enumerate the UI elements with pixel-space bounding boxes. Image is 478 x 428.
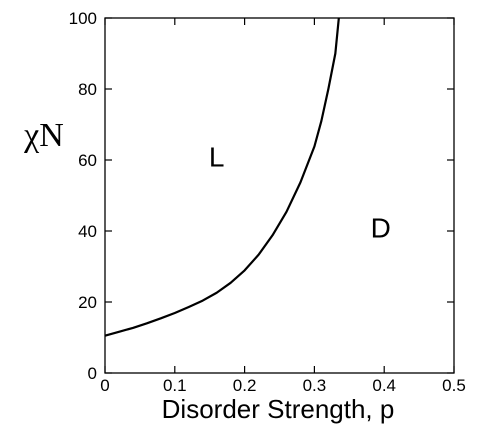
x-tick-label: 0.2 xyxy=(233,376,257,395)
y-tick-label: 40 xyxy=(78,222,97,241)
x-tick-label: 0.5 xyxy=(442,376,466,395)
annotations: LD xyxy=(209,141,391,243)
y-axis-title: χN xyxy=(23,117,64,154)
plot-frame xyxy=(104,17,455,374)
y-tick-label: 20 xyxy=(78,293,97,312)
y-tick-label: 0 xyxy=(88,364,97,383)
x-tick-label: 0.3 xyxy=(303,376,327,395)
phase-boundary-line xyxy=(104,17,340,337)
x-tick-label: 0.4 xyxy=(372,376,396,395)
y-tick-label: 80 xyxy=(78,80,97,99)
x-tick-label: 0 xyxy=(100,376,109,395)
region-label-l: L xyxy=(209,141,225,172)
y-tick-label: 100 xyxy=(69,9,97,28)
series-layer xyxy=(104,17,340,337)
y-tick-label: 60 xyxy=(78,151,97,170)
x-axis-title: Disorder Strength, p xyxy=(162,394,395,424)
x-tick-label: 0.1 xyxy=(163,376,187,395)
region-label-d: D xyxy=(371,212,391,243)
axes: 0 0.1 0.2 0.3 0.4 0.5 0 20 40 60 80 100 xyxy=(69,9,466,395)
